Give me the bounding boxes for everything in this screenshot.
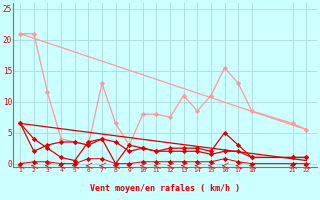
X-axis label: Vent moyen/en rafales ( km/h ): Vent moyen/en rafales ( km/h ) [90,184,240,193]
